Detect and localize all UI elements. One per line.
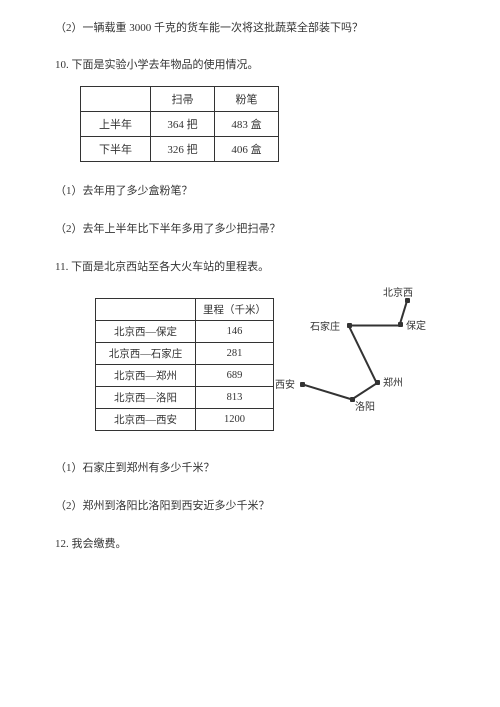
table-row: 北京西—石家庄281	[96, 342, 274, 364]
cell	[96, 298, 196, 320]
q11-content: 里程（千米） 北京西—保定146 北京西—石家庄281 北京西—郑州689 北京…	[70, 288, 445, 441]
table-row: 北京西—保定146	[96, 320, 274, 342]
table-row: 北京西—郑州689	[96, 364, 274, 386]
label-zhengzhou: 郑州	[383, 374, 403, 389]
cell: 326 把	[151, 136, 215, 161]
node-zhengzhou	[375, 380, 380, 385]
cell: 281	[196, 342, 274, 364]
node-xian	[300, 382, 305, 387]
q11-s2-text: （2）郑州到洛阳比洛阳到西安近多少千米？	[55, 500, 270, 512]
question-2-sub2: （2）一辆载重 3000 千克的货车能一次将这批蔬菜全部装下吗？	[55, 20, 445, 38]
cell: 里程（千米）	[196, 298, 274, 320]
label-beijing: 北京西	[383, 284, 413, 299]
cell: 1200	[196, 408, 274, 430]
cell: 北京西—石家庄	[96, 342, 196, 364]
question-12: 12. 我会缴费。	[55, 535, 445, 551]
cell	[81, 86, 151, 111]
q12-text: 12. 我会缴费。	[55, 538, 127, 550]
cell: 下半年	[81, 136, 151, 161]
cell: 146	[196, 320, 274, 342]
cell: 813	[196, 386, 274, 408]
cell: 北京西—保定	[96, 320, 196, 342]
table-row: 北京西—洛阳813	[96, 386, 274, 408]
q10-table: 扫帚 粉笔 上半年 364 把 483 盒 下半年 326 把 406 盒	[80, 86, 279, 162]
label-luoyang: 洛阳	[355, 398, 375, 413]
node-baoding	[398, 322, 403, 327]
q11-table: 里程（千米） 北京西—保定146 北京西—石家庄281 北京西—郑州689 北京…	[95, 298, 274, 431]
cell: 上半年	[81, 111, 151, 136]
table-row: 上半年 364 把 483 盒	[81, 111, 279, 136]
q10-title-text: 10. 下面是实验小学去年物品的使用情况。	[55, 59, 259, 71]
cell: 粉笔	[215, 86, 279, 111]
question-11-title: 11. 下面是北京西站至各大火车站的里程表。	[55, 258, 445, 274]
q10-s2-text: （2）去年上半年比下半年多用了多少把扫帚？	[55, 223, 281, 235]
cell: 689	[196, 364, 274, 386]
table-row: 扫帚 粉笔	[81, 86, 279, 111]
cell: 364 把	[151, 111, 215, 136]
question-10-title: 10. 下面是实验小学去年物品的使用情况。	[55, 56, 445, 72]
question-10-sub1: （1）去年用了多少盒粉笔？	[55, 182, 445, 198]
q2-text: （2）一辆载重 3000 千克的货车能一次将这批蔬菜全部装下吗？	[55, 22, 363, 34]
q11-title-text: 11. 下面是北京西站至各大火车站的里程表。	[55, 261, 269, 273]
cell: 北京西—郑州	[96, 364, 196, 386]
cell: 406 盒	[215, 136, 279, 161]
table-row: 里程（千米）	[96, 298, 274, 320]
question-10-sub2: （2）去年上半年比下半年多用了多少把扫帚？	[55, 220, 445, 236]
cell: 483 盒	[215, 111, 279, 136]
label-baoding: 保定	[406, 317, 426, 332]
label-xian: 西安	[275, 376, 295, 391]
cell: 扫帚	[151, 86, 215, 111]
cell: 北京西—洛阳	[96, 386, 196, 408]
question-11-sub2: （2）郑州到洛阳比洛阳到西安近多少千米？	[55, 497, 445, 513]
question-11-sub1: （1）石家庄到郑州有多少千米？	[55, 459, 445, 475]
table-row: 北京西—西安1200	[96, 408, 274, 430]
table-row: 下半年 326 把 406 盒	[81, 136, 279, 161]
label-sjz: 石家庄	[310, 318, 340, 333]
node-sjz	[347, 323, 352, 328]
cell: 北京西—西安	[96, 408, 196, 430]
route-diagram: 北京西 保定 石家庄 郑州 洛阳 西安	[282, 288, 427, 418]
q10-s1-text: （1）去年用了多少盒粉笔？	[55, 185, 193, 197]
q11-s1-text: （1）石家庄到郑州有多少千米？	[55, 462, 215, 474]
